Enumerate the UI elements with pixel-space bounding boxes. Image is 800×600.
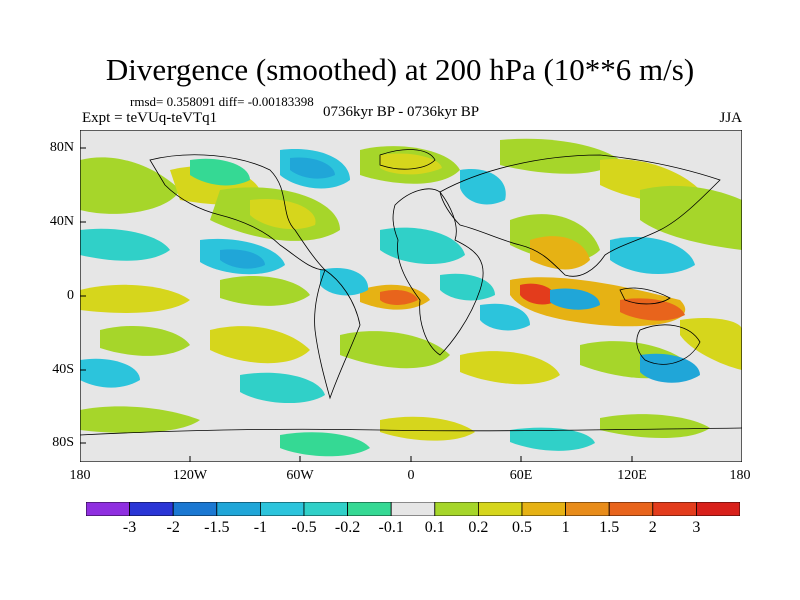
colorbar-box [608, 502, 654, 516]
colorbar-label: -0.2 [334, 519, 361, 536]
divergence-contours [80, 138, 742, 457]
colorbar-label: -1 [253, 519, 268, 536]
y-axis-label-40n: 40N [49, 214, 74, 229]
colorbar-box [303, 502, 348, 516]
colorbar-box [347, 502, 392, 516]
colorbar-box [434, 502, 479, 516]
x-axis-label-180w: 180 [69, 468, 91, 483]
colorbar-box [86, 502, 130, 516]
colorbar-label: 3 [692, 519, 701, 536]
colorbar-box [565, 502, 610, 516]
coastlines [80, 149, 742, 436]
colorbar-label: 0.5 [512, 519, 532, 536]
season-label: JJA [719, 110, 742, 126]
colorbar-box [521, 502, 566, 516]
experiment-label: Expt = teVUq-teVTq1 [82, 110, 218, 126]
colorbar-label: 1.5 [599, 519, 620, 536]
colorbar-label: -1.5 [204, 519, 230, 536]
colorbar-label: 2 [648, 519, 657, 536]
y-axis-label-80s: 80S [52, 435, 74, 450]
x-axis-label-120w: 120W [172, 468, 208, 483]
colorbar-box [259, 502, 305, 516]
x-axis-label-120e: 120E [617, 468, 647, 483]
y-axis-label-0: 0 [67, 288, 74, 303]
map-ticks [80, 147, 633, 462]
colorbar-label: -0.5 [291, 519, 317, 536]
y-axis-label-40s: 40S [52, 362, 74, 377]
x-axis-label-0: 0 [407, 468, 415, 483]
stats-label: rmsd= 0.358091 diff= -0.00183398 [130, 94, 314, 109]
colorbar-label: 0.1 [424, 519, 445, 536]
map-title: Divergence (smoothed) at 200 hPa (10**6 … [105, 52, 695, 87]
colorbar-label: -0.1 [378, 519, 404, 536]
y-axis-label-80n: 80N [49, 140, 74, 155]
colorbar-label: 0.2 [468, 519, 489, 536]
colorbar-box [390, 502, 436, 516]
colorbar-box [172, 502, 218, 516]
period-label: 0736kyr BP - 0736kyr BP [323, 104, 480, 120]
x-axis-label-60w: 60W [286, 468, 314, 483]
colorbar-box [652, 502, 697, 516]
x-axis-label-60e: 60E [509, 468, 533, 483]
colorbar-label: -2 [166, 519, 180, 536]
colorbar-box [696, 502, 740, 516]
colorbar-label: 1 [561, 519, 570, 536]
divergence-map [80, 130, 742, 462]
colorbar-box [129, 502, 174, 516]
x-axis-label-180e: 180 [729, 468, 751, 483]
colorbar-box [477, 502, 523, 516]
colorbar-label: -3 [122, 519, 137, 536]
colorbar-box [216, 502, 261, 516]
colorbar [86, 502, 740, 516]
